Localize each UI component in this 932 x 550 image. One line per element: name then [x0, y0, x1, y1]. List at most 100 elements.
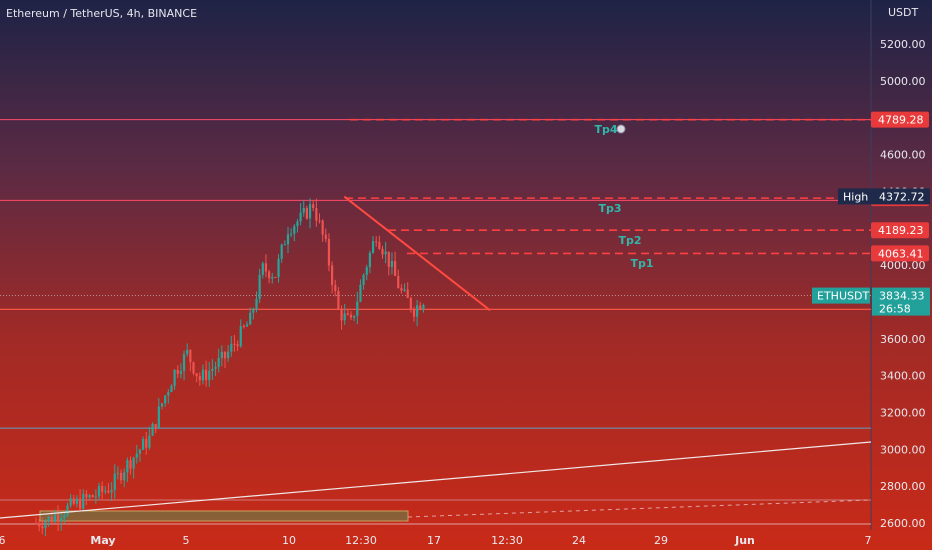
candle-body — [422, 304, 425, 310]
candle-body — [384, 251, 387, 255]
candle-body — [412, 309, 416, 317]
candle-body — [308, 204, 312, 219]
candle-body — [365, 267, 368, 275]
candle-body — [400, 288, 403, 291]
candle-body — [252, 309, 255, 313]
candle-body — [416, 305, 419, 317]
candle-body — [53, 514, 56, 522]
candle-body — [148, 435, 151, 448]
y-tick-label: 4000.00 — [880, 259, 926, 272]
candle-body — [375, 241, 378, 243]
candle-body — [261, 263, 264, 275]
candle-body — [353, 315, 356, 318]
candle-body — [116, 472, 119, 474]
candle-body — [157, 406, 160, 428]
candle-body — [397, 275, 400, 289]
candle-body — [50, 516, 53, 522]
candle-body — [302, 207, 305, 213]
y-tick-label: 3600.00 — [880, 333, 926, 346]
candle-body — [290, 233, 293, 235]
candle-body — [38, 523, 41, 527]
candle-body — [151, 424, 154, 436]
candle-body — [198, 376, 201, 381]
candle-body — [82, 494, 85, 509]
candle-body — [368, 252, 371, 268]
currency-label[interactable]: USDT — [888, 6, 919, 19]
candle-body — [346, 313, 349, 315]
tp-badge-tp1-text: 4063.41 — [878, 247, 924, 260]
candle-body — [138, 449, 142, 454]
candle-body — [34, 523, 38, 524]
candle-body — [179, 370, 182, 374]
descending-trendline[interactable] — [343, 195, 491, 312]
x-tick-label: 10 — [282, 534, 296, 547]
candle-body — [334, 285, 337, 291]
candle-body — [245, 324, 249, 327]
candle-body — [154, 424, 157, 428]
candle-body — [255, 298, 258, 310]
candle-body — [283, 244, 286, 246]
candle-body — [201, 369, 205, 381]
candle-body — [220, 351, 223, 358]
candle-body — [176, 369, 179, 374]
tp-tag-tp3: Tp3 — [598, 202, 621, 215]
candle-body — [217, 357, 220, 367]
x-tick-label: 17 — [427, 534, 441, 547]
candle-body — [104, 490, 107, 492]
candle-body — [186, 349, 189, 355]
candle-body — [409, 297, 412, 310]
tp-tag-tp1: Tp1 — [630, 257, 653, 270]
candle-body — [107, 490, 110, 493]
ascending-trendline[interactable] — [0, 441, 872, 519]
candle-body — [242, 326, 245, 328]
candle-body — [293, 226, 296, 234]
candle-body — [60, 518, 63, 522]
candle-body — [189, 349, 192, 363]
candle-body — [113, 473, 116, 490]
high-value-bg — [874, 188, 930, 205]
candle-body — [236, 344, 239, 347]
x-tick-label: 6 — [0, 534, 6, 547]
tp-badge-tp4-bg — [871, 111, 929, 128]
dashed-projection-line — [407, 499, 872, 518]
candle-body — [286, 234, 290, 245]
candle-body — [274, 277, 277, 279]
chart-title: Ethereum / TetherUS, 4h, BINANCE — [6, 7, 197, 20]
range-box — [39, 510, 409, 522]
candle-body — [85, 494, 88, 498]
candle-body — [227, 351, 230, 359]
tp-tag-tp2: Tp2 — [618, 234, 641, 247]
candle-body — [359, 284, 362, 302]
candle-body — [390, 261, 394, 267]
candle-body — [271, 277, 274, 279]
candle-body — [239, 326, 242, 347]
candle-body — [110, 489, 113, 493]
candle-body — [315, 207, 318, 221]
x-tick-label: 7 — [865, 534, 872, 547]
candle-body — [126, 460, 129, 473]
candle-body — [312, 204, 315, 208]
x-tick-label: May — [90, 534, 115, 547]
candle-body — [192, 362, 195, 374]
x-tick-label: Jun — [734, 534, 755, 547]
y-tick-label: 4600.00 — [880, 149, 926, 162]
candle-body — [381, 248, 384, 255]
candle-body — [182, 354, 186, 371]
candle-body — [129, 460, 132, 469]
candle-body — [318, 220, 321, 222]
candle-body — [170, 385, 173, 393]
y-tick-label: 5200.00 — [880, 38, 926, 51]
symbol-label-bg — [812, 287, 870, 304]
candle-body — [299, 212, 302, 222]
candle-body — [327, 238, 331, 266]
alert-icon[interactable] — [616, 124, 626, 134]
candle-body — [249, 312, 252, 325]
candle-body — [343, 313, 346, 321]
y-tick-label: 2800.00 — [880, 480, 926, 493]
y-tick-label: 2600.00 — [880, 517, 926, 530]
tp-badge-tp4-text: 4789.28 — [878, 114, 924, 127]
y-tick-label: 3400.00 — [880, 370, 926, 383]
